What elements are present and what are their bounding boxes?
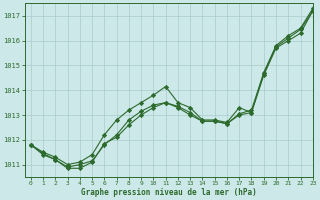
- X-axis label: Graphe pression niveau de la mer (hPa): Graphe pression niveau de la mer (hPa): [81, 188, 257, 197]
